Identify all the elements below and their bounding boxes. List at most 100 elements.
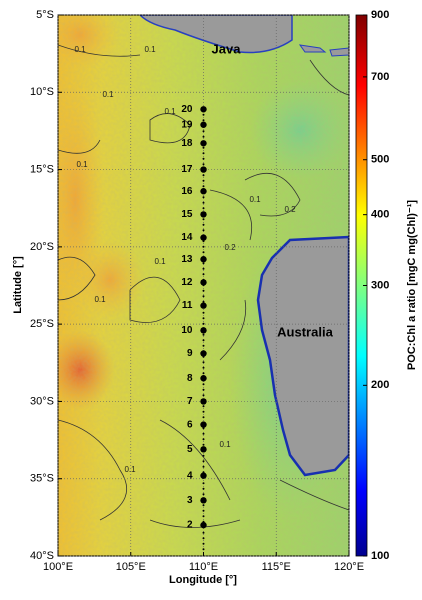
station-label: 15 [181,209,193,220]
station [200,375,207,382]
transect-dot [202,135,205,138]
transect-dot [202,460,205,463]
transect-dot [202,416,205,419]
station-label: 3 [187,495,193,506]
x-tick-label: 105°E [116,561,146,573]
land-australia [256,235,349,477]
transect-dot [202,218,205,221]
transect-dot [202,174,205,177]
transect-dot [202,504,205,507]
transect-dot [202,152,205,155]
contour-label: 0.1 [144,45,156,54]
contour-label: 0.2 [224,243,236,252]
transect-dot [202,465,205,468]
transect-dot [202,333,205,336]
land-java [138,15,293,54]
station [200,497,207,504]
station [200,188,207,195]
transect-dot [202,240,205,243]
transect-dot [202,548,205,551]
transect-dot [202,113,205,116]
station [200,302,207,309]
station [200,166,207,173]
transect-dot [202,185,205,188]
station [200,521,207,529]
station [200,327,207,334]
transect-dot [202,405,205,408]
y-tick-label: 30°S [30,395,54,407]
transect-dot [202,366,205,369]
contour-label: 0.1 [102,90,114,99]
station-label: 8 [187,373,193,384]
colorbar-tick-label: 400 [371,209,389,221]
transect-dot [202,339,205,342]
transect-dot [202,300,205,303]
transect-dot [202,245,205,248]
transect-dot [202,394,205,397]
station-label: 5 [187,444,193,455]
colorbar-tick-label: 300 [371,279,389,291]
station-label: 10 [181,325,193,336]
transect-dot [202,383,205,386]
transect-dot [202,163,205,166]
transect-dot [202,454,205,457]
transect-dot [202,482,205,485]
transect-dot [202,157,205,160]
station-label: 14 [181,232,193,243]
transect-dot [202,267,205,270]
transect-dot [202,542,205,545]
transect-dot [202,372,205,375]
transect-dot [202,531,205,534]
station-label: 11 [182,300,193,311]
x-axis-label: Longitude [°] [169,574,237,586]
station-label: 12 [181,277,193,288]
transect-dot [202,509,205,512]
y-tick-label: 40°S [30,550,54,562]
y-tick-label: 10°S [30,86,54,98]
y-axis-label: Latitude [°] [12,256,24,314]
contour-label: 0.1 [154,257,166,266]
colorbar-tick-label: 900 [371,9,389,21]
x-tick-label: 100°E [43,561,73,573]
transect-dot [202,322,205,325]
station-label: 4 [187,470,193,481]
transect-dot [202,410,205,413]
contour-label: 0.1 [249,195,261,204]
contour-label: 0.1 [94,295,106,304]
transect-dot [202,201,205,204]
transect-dot [202,289,205,292]
station-label: 20 [181,104,193,115]
contour-label: 0.1 [124,465,136,474]
transect-dot [202,223,205,226]
colorbar-tick-label: 700 [371,71,389,83]
transect-dot [202,196,205,199]
station-label: 7 [187,396,193,407]
station [200,140,207,147]
station [200,350,207,357]
station [200,279,207,286]
transect-dot [202,438,205,441]
station-label: 6 [187,419,193,430]
transect-dot [202,317,205,320]
transect-dot [202,432,205,435]
station [200,211,207,218]
transect-dot [202,427,205,430]
station [200,398,207,405]
land-label: Australia [277,324,333,339]
x-tick-label: 110°E [189,561,218,573]
colorbar-tick-label: 200 [371,379,389,391]
land-islands [298,44,349,57]
contour-label: 0.1 [164,107,176,116]
station [200,256,207,263]
y-tick-label: 15°S [30,163,54,175]
land-label: Java [212,41,242,56]
transect-dot [202,262,205,265]
station-label: 2 [187,520,193,531]
station-label: 13 [181,254,193,265]
station [200,446,207,453]
y-tick-label: 20°S [30,241,54,253]
station [200,234,207,241]
y-tick-label: 25°S [30,318,54,330]
transect-dot [202,443,205,446]
